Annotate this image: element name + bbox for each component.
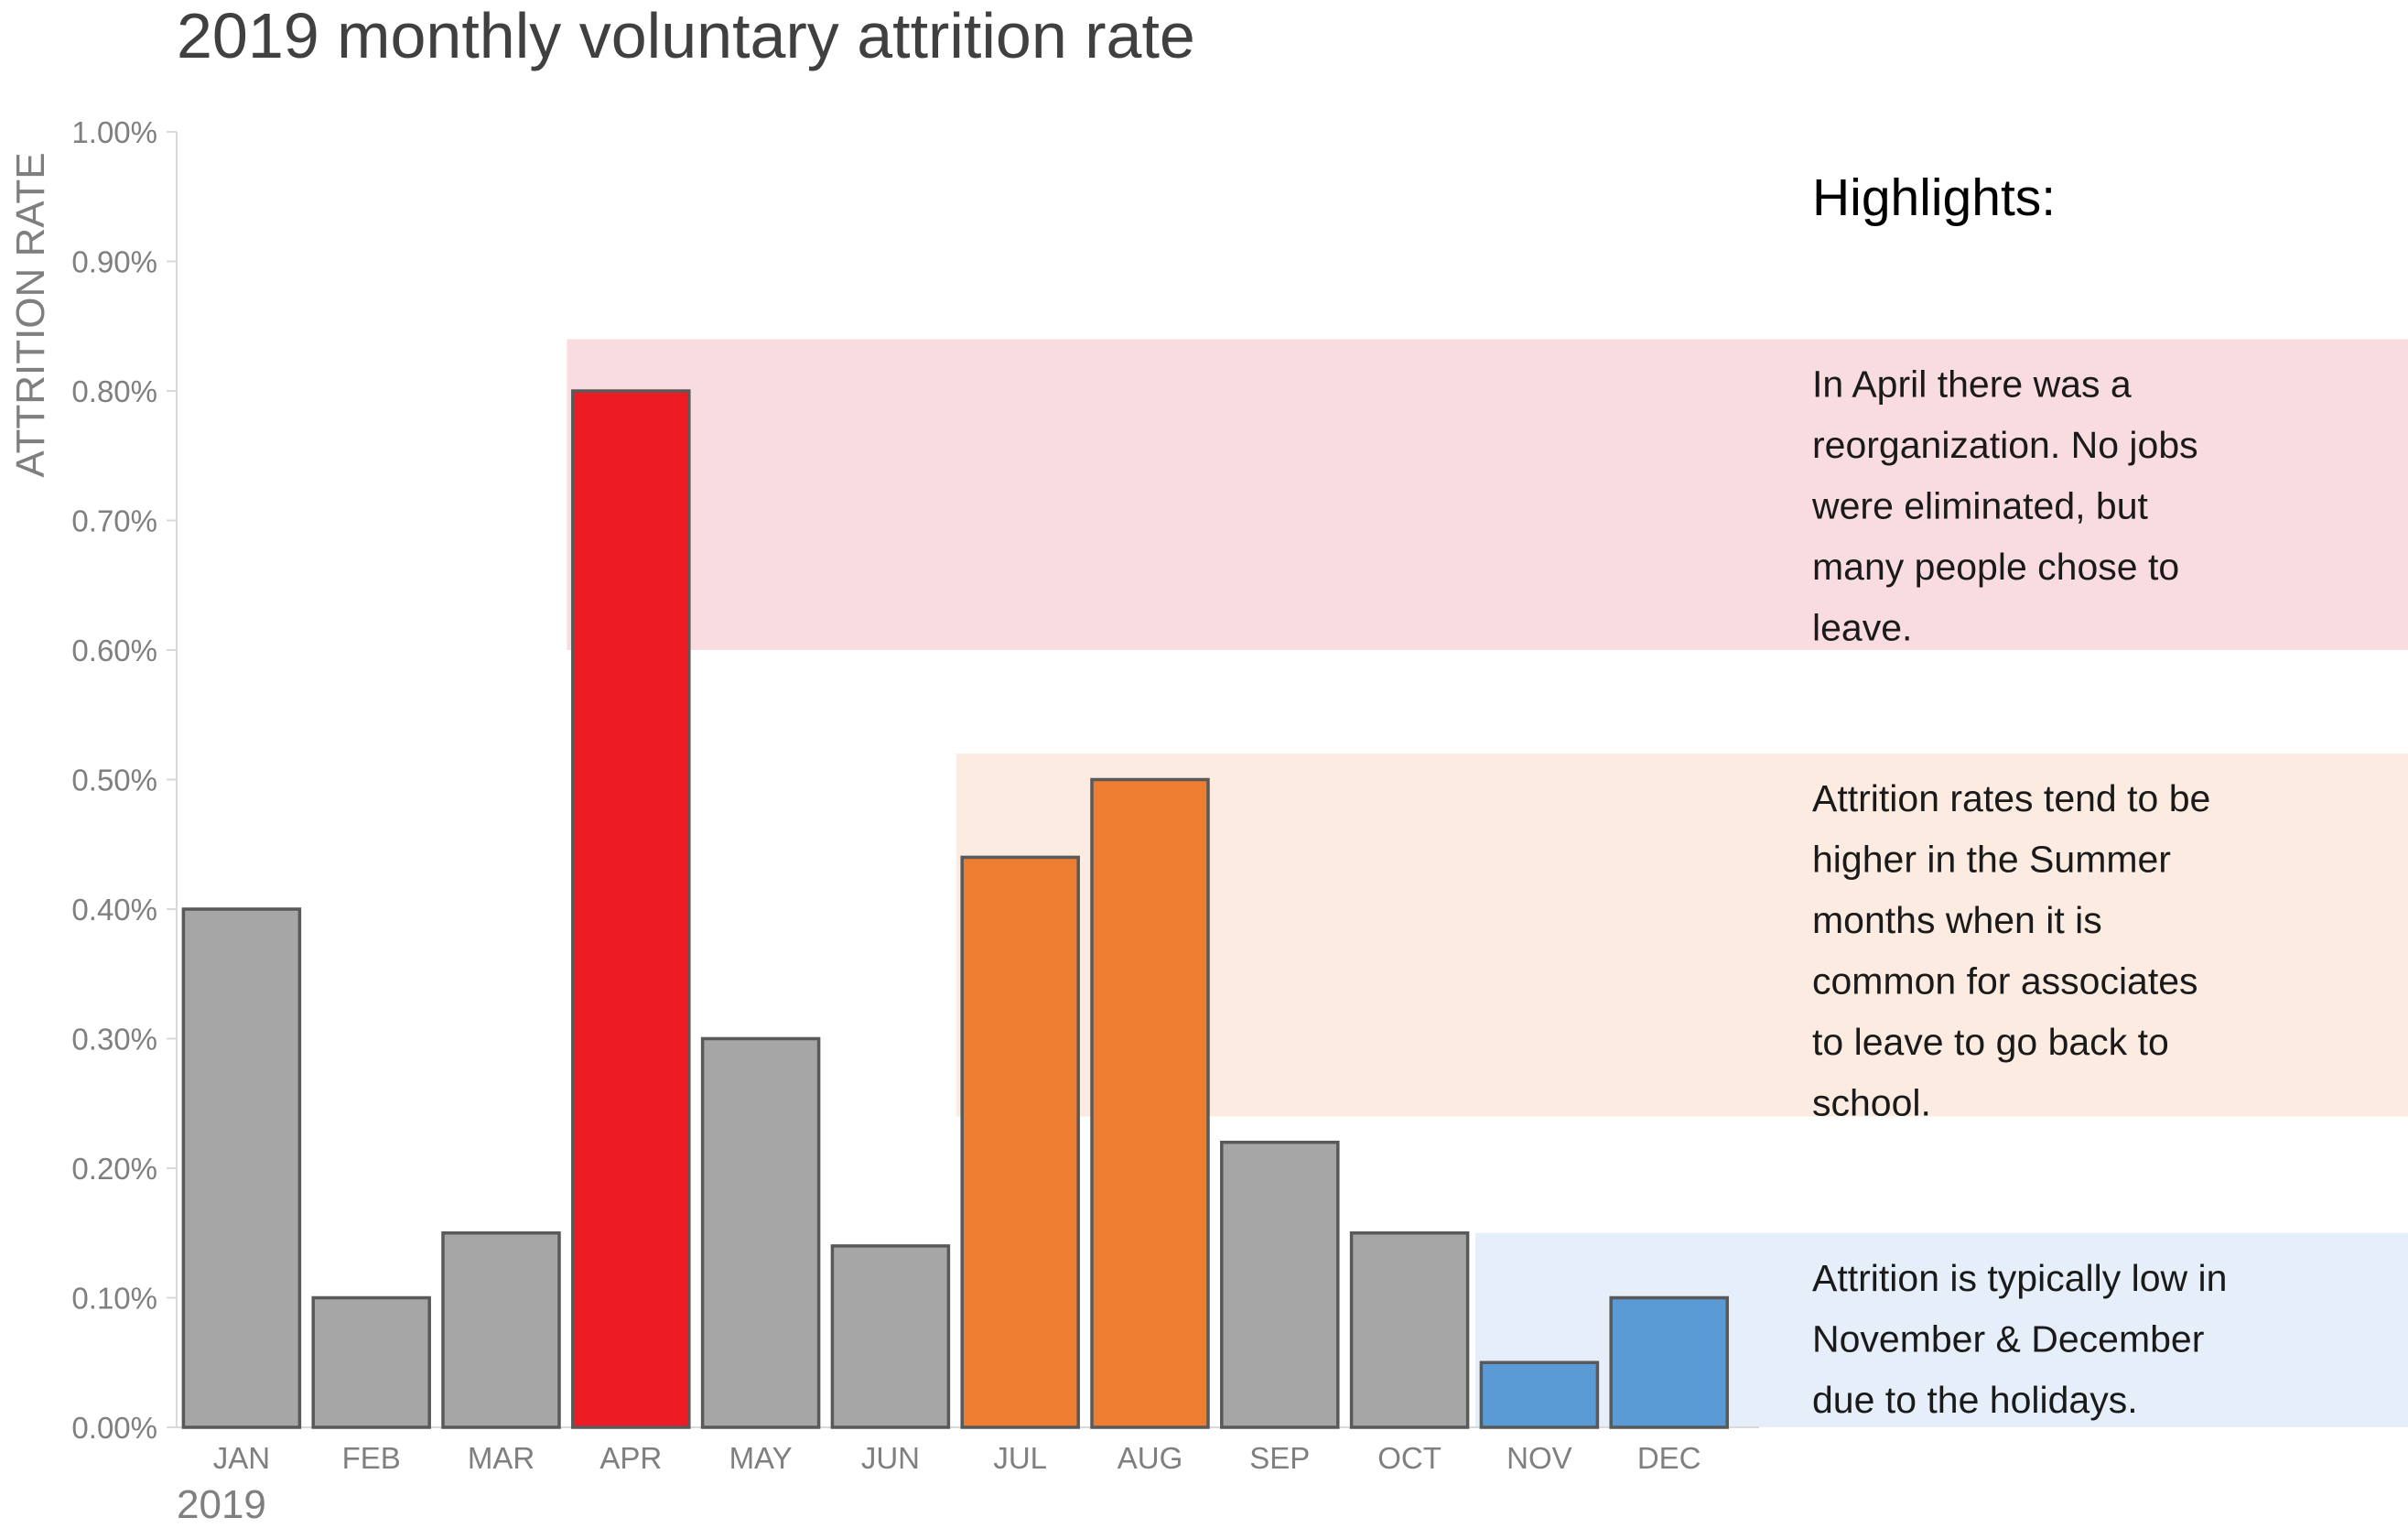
bar-jan — [181, 907, 302, 1429]
y-tick-labels: 0.00% 0.10% 0.20% 0.30% 0.40% 0.50% 0.60% 0.70%… — [71, 115, 177, 1445]
bar-dec — [1609, 1295, 1729, 1429]
highlight-note-line: In April there was a — [1812, 363, 2132, 405]
y-tick-label: 0.80% — [71, 374, 157, 408]
highlight-band — [567, 339, 2408, 650]
x-tick-label: JAN — [213, 1441, 270, 1475]
x-tick-label: AUG — [1118, 1441, 1183, 1475]
highlights-title: Highlights: — [1812, 168, 2056, 227]
highlight-note-line: November & December — [1812, 1317, 2204, 1360]
bar-mar — [441, 1231, 561, 1429]
highlight-note-line: Attrition rates tend to be — [1812, 777, 2210, 819]
y-tick-label: 0.10% — [71, 1282, 157, 1316]
x-tick-label: MAR — [468, 1441, 535, 1475]
highlight-note-line: common for associates — [1812, 960, 2198, 1003]
bar-jun — [830, 1244, 951, 1429]
chart-title: 2019 monthly voluntary attrition rate — [177, 0, 1195, 71]
x-tick-label: MAY — [729, 1441, 793, 1475]
highlight-note-line: school. — [1812, 1082, 1931, 1124]
y-tick-label: 1.00% — [71, 115, 157, 149]
highlight-note-line: months when it is — [1812, 899, 2102, 941]
y-tick-label: 0.20% — [71, 1152, 157, 1186]
highlight-note-line: many people chose to — [1812, 546, 2179, 588]
highlight-note-line: were eliminated, but — [1811, 484, 2149, 526]
bar-feb — [311, 1295, 431, 1429]
highlight-note-line: reorganization. No jobs — [1812, 424, 2198, 466]
y-tick-label: 0.50% — [71, 764, 157, 797]
y-tick-label: 0.70% — [71, 504, 157, 538]
bar-jul — [960, 855, 1080, 1429]
bar-sep — [1220, 1140, 1340, 1429]
highlight-note-line: to leave to go back to — [1812, 1021, 2169, 1063]
bar-may — [700, 1036, 821, 1429]
highlight-note-line: leave. — [1812, 606, 1912, 648]
x-tick-label: OCT — [1377, 1441, 1442, 1475]
bar-apr — [571, 389, 691, 1429]
y-tick-label: 0.00% — [71, 1411, 157, 1445]
x-tick-label: APR — [599, 1441, 662, 1475]
highlight-note-line: higher in the Summer — [1812, 839, 2171, 881]
x-tick-label: SEP — [1249, 1441, 1310, 1475]
highlight-notes: In April there was a reorganization. No j… — [1811, 363, 2227, 1420]
x-tick-label: JUN — [861, 1441, 920, 1475]
x-tick-label: FEB — [342, 1441, 401, 1475]
bars — [181, 389, 1729, 1429]
x-tick-label: NOV — [1506, 1441, 1572, 1475]
highlight-note-line: due to the holidays. — [1812, 1379, 2138, 1421]
y-tick-label: 0.60% — [71, 634, 157, 667]
y-tick-label: 0.40% — [71, 893, 157, 927]
x-tick-label: DEC — [1637, 1441, 1701, 1475]
y-axis-label: ATTRITION RATE — [8, 152, 53, 477]
bar-aug — [1090, 777, 1210, 1429]
y-tick-label: 0.30% — [71, 1023, 157, 1057]
bar-nov — [1479, 1360, 1600, 1429]
highlight-note-line: Attrition is typically low in — [1812, 1257, 2227, 1299]
y-tick-label: 0.90% — [71, 245, 157, 279]
bar-oct — [1349, 1231, 1470, 1429]
x-tick-label: JUL — [993, 1441, 1047, 1475]
x-tick-labels: JAN FEB MAR APR MAY JUN JUL AUG SEP OCT NOV DEC — [213, 1441, 1701, 1475]
x-axis-year-label: 2019 — [177, 1482, 266, 1527]
